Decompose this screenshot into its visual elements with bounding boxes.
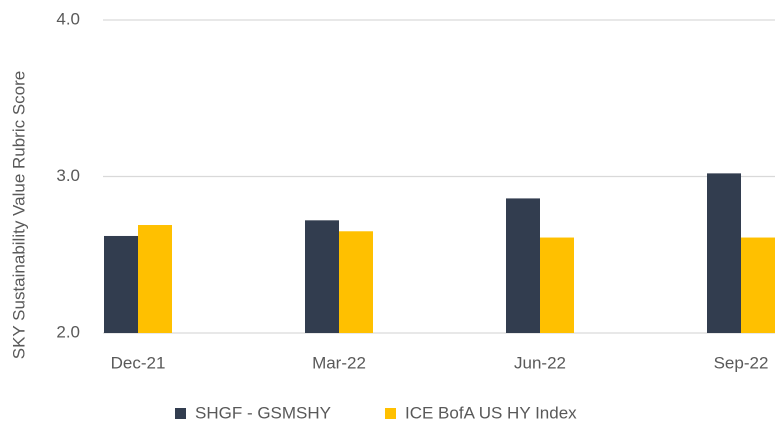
x-tick-label: Dec-21 — [111, 353, 166, 372]
bar — [138, 225, 172, 333]
bar — [339, 231, 373, 333]
bar — [741, 237, 775, 333]
y-axis-title: SKY Sustainability Value Rubric Score — [9, 71, 28, 360]
bar — [540, 237, 574, 333]
legend-label: SHGF - GSMSHY — [195, 403, 331, 422]
bar — [506, 198, 540, 333]
y-tick-label: 3.0 — [56, 166, 80, 185]
bar — [305, 220, 339, 333]
y-tick-label: 4.0 — [56, 9, 80, 28]
legend-swatch — [175, 408, 186, 419]
legend-label: ICE BofA US HY Index — [405, 403, 577, 422]
bar — [104, 235, 138, 333]
y-tick-label: 2.0 — [56, 322, 80, 341]
x-tick-label: Mar-22 — [312, 353, 366, 372]
legend-swatch — [385, 408, 396, 419]
bar — [707, 173, 741, 333]
x-tick-label: Jun-22 — [514, 353, 566, 372]
x-tick-label: Sep-22 — [714, 353, 769, 372]
